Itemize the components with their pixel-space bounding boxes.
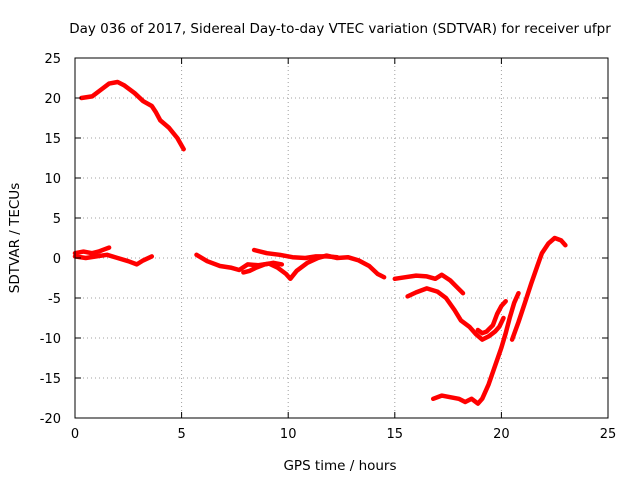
y-tick-label: -10 xyxy=(40,332,61,347)
x-tick-label: 5 xyxy=(177,427,185,442)
x-tick-label: 10 xyxy=(280,427,297,442)
y-tick-label: -15 xyxy=(40,372,61,387)
y-tick-label: 20 xyxy=(44,92,61,107)
series-arc2 xyxy=(72,245,112,256)
y-tick-label: -5 xyxy=(48,292,61,307)
series-arc5 xyxy=(241,260,285,275)
series-arc9 xyxy=(475,298,508,336)
series-arc8 xyxy=(405,286,506,342)
x-tick-label: 0 xyxy=(71,427,79,442)
y-axis-label: SDTVAR / TECUs xyxy=(7,183,23,293)
axis-ticks: 0 5 10 15 20 25 -20 -15 -10 -5 0 5 10 15 20 25 xyxy=(40,52,617,442)
y-tick-label: 5 xyxy=(53,212,61,227)
series-arc10 xyxy=(430,290,521,406)
chart-title: Day 036 of 2017, Sidereal Day-to-day VTE… xyxy=(69,21,611,37)
x-tick-label: 20 xyxy=(493,427,510,442)
y-tick-label: 15 xyxy=(44,132,61,147)
x-tick-label: 15 xyxy=(387,427,404,442)
series-arc7 xyxy=(392,272,466,296)
y-tick-label: 0 xyxy=(53,252,61,267)
y-tick-label: -20 xyxy=(40,412,61,427)
series-arc11 xyxy=(509,235,568,342)
series-arc3 xyxy=(72,252,155,267)
series-arc4 xyxy=(194,252,387,282)
x-axis-label: GPS time / hours xyxy=(283,458,396,474)
y-tick-label: 25 xyxy=(44,52,61,67)
y-tick-label: 10 xyxy=(44,172,61,187)
series-arc1 xyxy=(79,79,186,152)
x-tick-label: 25 xyxy=(600,427,617,442)
series-arc6 xyxy=(251,247,340,261)
plot-frame xyxy=(74,57,609,419)
grid-lines xyxy=(75,58,608,418)
data-series xyxy=(72,79,568,406)
